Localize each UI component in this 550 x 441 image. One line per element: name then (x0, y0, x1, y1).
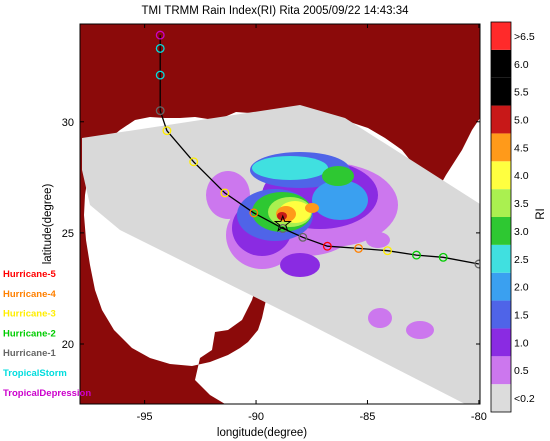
y-axis-label: latitude(degree) (42, 184, 54, 265)
y-tick-label: 20 (62, 339, 74, 351)
legend-entry: TropicalDepression (3, 388, 91, 399)
colorbar-tick-label: 3.5 (514, 198, 529, 210)
colorbar-tick-label: 4.0 (514, 170, 529, 182)
storm-track-line (159, 35, 480, 265)
colorbar-tick-label: >6.5 (514, 31, 535, 43)
legend-entry: Hurricane-2 (3, 328, 56, 339)
colorbar-bin (491, 356, 511, 385)
colorbar-tick-label: 2.5 (514, 254, 529, 266)
map-frame (79, 23, 481, 405)
storm-track-points (155, 30, 480, 269)
colorbar-bin (491, 300, 511, 329)
colorbar-tick-label: 1.0 (514, 337, 529, 349)
colorbar-bin (491, 22, 511, 50)
colorbar-label: RI (535, 208, 547, 220)
colorbar-bin (491, 384, 511, 412)
track-point (249, 208, 259, 218)
colorbar-tick-label: 0.5 (514, 365, 529, 377)
colorbar-bin (491, 244, 511, 273)
x-axis-label: longitude(degree) (217, 427, 307, 439)
track-point (155, 43, 165, 53)
colorbar-bin (491, 328, 511, 357)
colorbar-bin (491, 133, 511, 162)
legend-entry: Hurricane-4 (3, 289, 57, 300)
track-point (220, 188, 230, 198)
x-tick-label: -80 (471, 411, 487, 423)
track-point (155, 106, 165, 116)
x-axis: -95 -90 -85 -80 (137, 24, 487, 423)
track-point (322, 241, 332, 251)
track-point (155, 70, 165, 80)
track-point (383, 246, 392, 256)
land-north-america (80, 24, 480, 404)
track-point (438, 252, 448, 262)
map-area (80, 24, 480, 404)
colorbar-bin (491, 161, 511, 190)
colorbar-tick-label: 2.0 (514, 282, 529, 294)
track-point (298, 232, 308, 242)
colorbar: <0.2 0.5 1.0 1.5 2.0 2.5 3.0 3.5 4.0 4.5 5.0 5.5 6.0… (490, 21, 535, 413)
track-point (189, 157, 199, 167)
legend-entry: Hurricane-5 (3, 269, 57, 280)
colorbar-tick-label: 5.5 (514, 87, 529, 99)
colorbar-bin (491, 77, 511, 106)
y-axis: 30 25 20 (62, 117, 480, 351)
colorbar-tick-label: 6.0 (514, 59, 529, 71)
colorbar-tick-label: 4.5 (514, 142, 529, 154)
figure-title: TMI TRMM Rain Index(RI) Rita 2005/09/22 … (142, 5, 410, 17)
track-point (474, 259, 480, 269)
colorbar-frame (490, 21, 512, 413)
legend-entry: Hurricane-1 (3, 348, 57, 359)
colorbar-bin (491, 272, 511, 301)
colorbar-tick-label: <0.2 (514, 393, 535, 405)
colorbar-tick-label: 5.0 (514, 115, 529, 127)
colorbar-bin (491, 105, 511, 134)
track-point (354, 243, 364, 253)
track-point (412, 250, 421, 260)
colorbar-bin (491, 49, 511, 78)
rain-field (206, 152, 434, 339)
track-point (155, 30, 165, 40)
y-tick-label: 30 (62, 117, 74, 129)
legend-entry: Hurricane-3 (3, 309, 56, 320)
category-legend: Hurricane-5 Hurricane-4 Hurricane-3 Hurrica… (3, 269, 91, 399)
x-tick-label: -95 (137, 411, 153, 423)
legend-entry: TropicalStorm (3, 368, 67, 379)
storm-center-star-icon (273, 214, 292, 232)
colorbar-tick-label: 3.0 (514, 226, 529, 238)
colorbar-bin (491, 217, 511, 245)
x-tick-label: -90 (248, 411, 264, 423)
track-point (162, 126, 172, 136)
x-tick-label: -85 (360, 411, 376, 423)
colorbar-tick-label: 1.5 (514, 310, 529, 322)
colorbar-bin (491, 189, 511, 217)
y-tick-label: 25 (62, 228, 74, 240)
